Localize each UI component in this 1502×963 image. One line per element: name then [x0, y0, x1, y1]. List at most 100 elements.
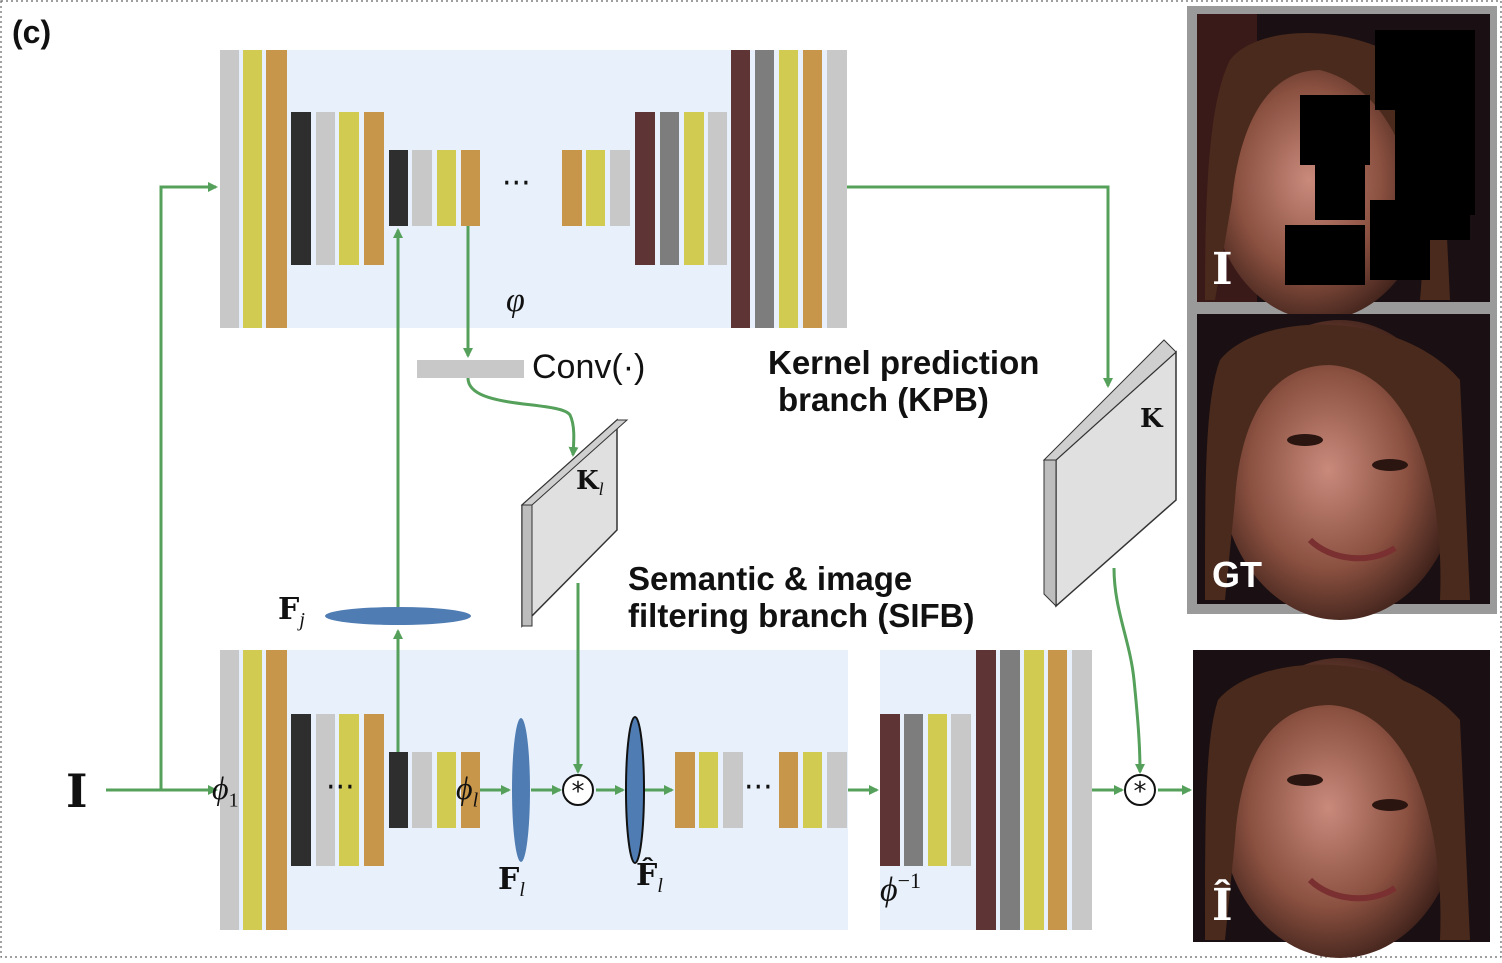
layer-block	[827, 50, 847, 328]
arrow-conv-to-kl	[466, 377, 579, 457]
arrow-input-to-kpb	[159, 182, 218, 790]
kpb-background	[220, 50, 847, 328]
layer-block	[723, 752, 743, 828]
layer-block	[266, 50, 287, 328]
fhat-l-subscript: l	[657, 875, 663, 897]
layer-block	[586, 150, 605, 226]
kpb-ellipsis: ···	[502, 166, 531, 201]
layer-block	[437, 752, 456, 828]
layer-block	[755, 50, 774, 328]
layer-block	[461, 752, 480, 828]
svg-text:*: *	[572, 777, 585, 807]
layer-block	[803, 50, 822, 328]
layer-block	[364, 112, 384, 265]
layer-block	[389, 752, 408, 828]
kpb-label-line2: branch (KPB)	[778, 381, 989, 418]
kl-label: Kl	[576, 466, 604, 500]
layer-block	[731, 50, 750, 328]
layer-block	[1048, 650, 1067, 930]
conv-bar	[417, 360, 524, 378]
fl-subscript: l	[519, 879, 525, 901]
fhat-l-label: F̂l	[636, 858, 663, 898]
gt-photo-tag: GT	[1212, 554, 1262, 595]
layer-block	[461, 150, 480, 226]
layer-block	[660, 112, 679, 265]
layer-block	[266, 650, 287, 930]
sifb-label: Semantic & image filtering branch (SIFB)	[628, 560, 975, 634]
layer-block	[699, 752, 718, 828]
arrow-kpb-to-k	[847, 185, 1113, 388]
conv-label: Conv(·)	[532, 348, 646, 386]
fl-label: Fl	[498, 862, 525, 902]
fj-label: Fj	[278, 592, 305, 632]
fj-symbol: F	[278, 592, 300, 627]
fl-symbol: F	[498, 862, 520, 897]
flow-arrows	[106, 182, 1192, 795]
layer-block	[827, 752, 847, 828]
varphi-label: φ	[506, 282, 525, 319]
layer-block	[412, 150, 432, 226]
k-label: K	[1140, 404, 1163, 434]
layer-block	[562, 150, 582, 226]
svg-text:*: *	[1134, 777, 1147, 807]
kpb-network	[220, 50, 847, 328]
sifb-label-line2: filtering branch (SIFB)	[628, 597, 975, 634]
kernel-k-slab	[1042, 339, 1177, 608]
feature-fhat-ellipse	[625, 716, 645, 864]
phi-inverse-superscript: −1	[897, 868, 922, 893]
input-photo-tag: I	[1212, 244, 1233, 295]
layer-block	[1000, 650, 1020, 930]
conv-operator-final: *	[1124, 774, 1156, 807]
feature-fj-ellipse	[325, 607, 471, 625]
layer-block	[1072, 650, 1092, 930]
layer-block	[684, 112, 704, 265]
layer-block	[220, 650, 239, 930]
input-photo	[1197, 14, 1490, 320]
feature-fl-ellipse	[512, 718, 530, 862]
layer-block	[243, 50, 262, 328]
layer-block	[779, 752, 798, 828]
layer-block	[803, 752, 822, 828]
output-photo	[1193, 650, 1490, 958]
sifb-ellipsis-1: ···	[326, 770, 355, 805]
layer-block	[928, 714, 947, 866]
sifb-label-line1: Semantic & image	[628, 560, 913, 597]
layer-block	[880, 714, 900, 866]
layer-block	[675, 752, 695, 828]
layer-block	[389, 150, 408, 226]
layer-block	[951, 714, 971, 866]
phi-l-label: ϕl	[456, 770, 478, 812]
input-symbol: I	[66, 764, 88, 818]
sifb-ellipsis-2: ···	[744, 770, 773, 805]
fhat-l-symbol: F̂	[636, 858, 658, 893]
gt-photo	[1197, 314, 1490, 620]
layer-block	[708, 112, 727, 265]
kernel-kl-slab	[520, 418, 629, 628]
kpb-label: Kernel prediction branch (KPB)	[768, 344, 1039, 418]
phi-inverse-label: ϕ−1	[880, 868, 921, 909]
layer-block	[437, 150, 456, 226]
layer-block	[1024, 650, 1044, 930]
phi-inverse-symbol: ϕ	[880, 871, 898, 909]
phi-1-label: ϕ1	[212, 770, 239, 812]
kpb-label-line1: Kernel prediction	[768, 344, 1040, 381]
layer-block	[291, 714, 311, 866]
conv-operator-l: *	[562, 774, 594, 807]
layer-block	[635, 112, 655, 265]
panel-label: (c)	[12, 14, 52, 50]
layer-block	[412, 752, 432, 828]
kl-subscript: l	[598, 479, 604, 500]
layer-block	[291, 112, 311, 265]
kl-symbol: K	[576, 466, 599, 496]
fj-subscript: j	[299, 609, 305, 631]
layer-block	[220, 50, 239, 328]
layer-block	[976, 650, 996, 930]
layer-block	[610, 150, 630, 226]
layer-block	[316, 112, 335, 265]
layer-block	[364, 714, 384, 866]
layer-block	[779, 50, 798, 328]
arrow-k-to-conv	[1112, 567, 1145, 774]
layer-block	[339, 112, 359, 265]
